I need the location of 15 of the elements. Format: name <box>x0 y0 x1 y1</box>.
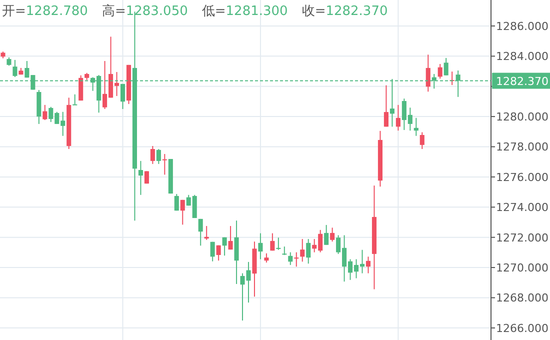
annotation: 开=1282.780 <box>2 4 88 19</box>
annotation: 低=1281.300 <box>202 4 288 19</box>
y-tick-label: 1274.000 <box>496 201 548 214</box>
y-tick-label: 1276.000 <box>496 170 548 184</box>
y-tick-label: 1286.000 <box>496 20 548 33</box>
ref-line-label: 1282.370 <box>496 74 548 88</box>
annotation: 高=1283.050 <box>102 3 188 19</box>
y-tick-label: 1278.000 <box>496 140 548 154</box>
y-tick-label: 1270.000 <box>496 262 548 275</box>
y-tick-label: 1272.000 <box>496 231 548 244</box>
y-tick-label: 1266.000 <box>496 322 548 335</box>
annotation: 收=1282.370 <box>302 4 388 19</box>
y-tick-label: 1268.000 <box>496 292 548 305</box>
y-tick-label: 1284.000 <box>496 50 548 64</box>
y-tick-label: 1280.000 <box>496 110 548 124</box>
